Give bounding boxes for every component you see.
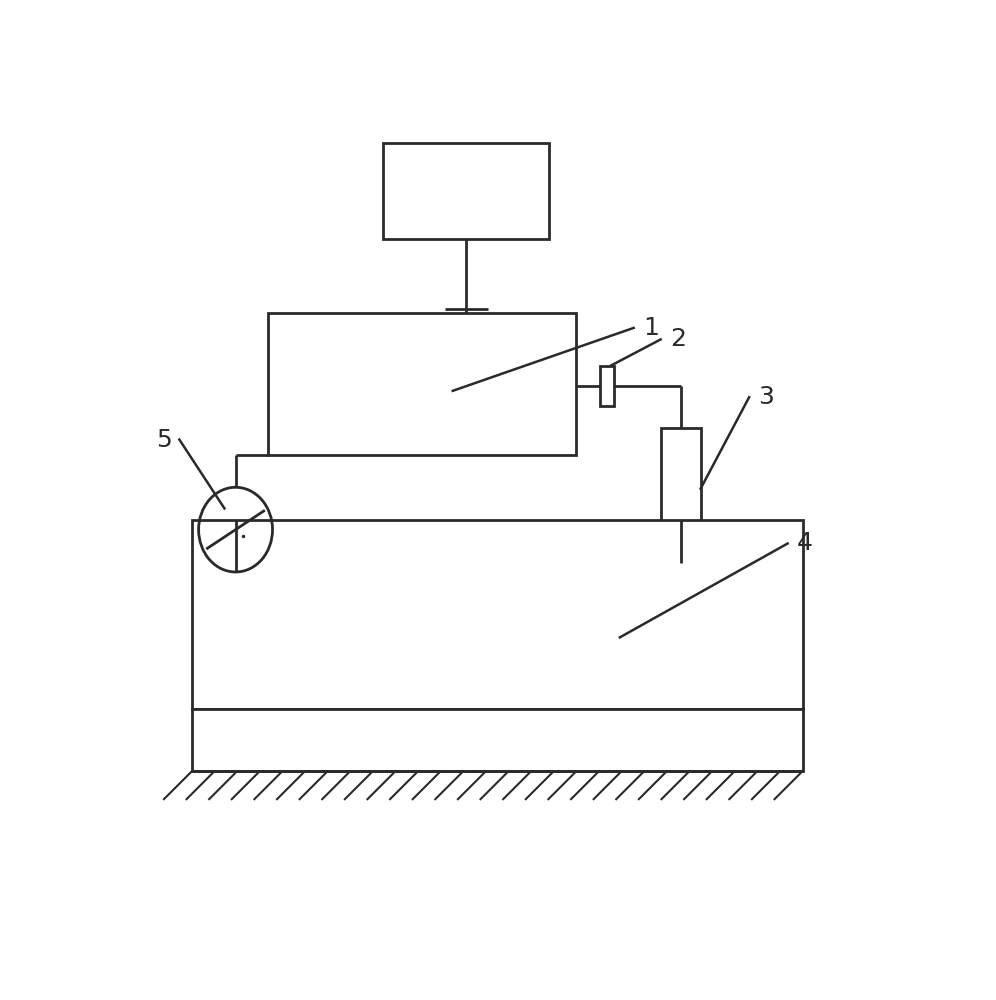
Bar [600, 366, 614, 406]
Bar [383, 143, 549, 239]
Text: 5: 5 [156, 428, 171, 452]
Bar [192, 709, 803, 771]
Text: 2: 2 [670, 327, 686, 351]
Text: 1: 1 [642, 316, 658, 340]
Text: 3: 3 [758, 385, 774, 409]
Bar [268, 312, 576, 455]
Bar [192, 520, 803, 709]
Bar [660, 428, 700, 563]
Text: 4: 4 [797, 532, 813, 556]
